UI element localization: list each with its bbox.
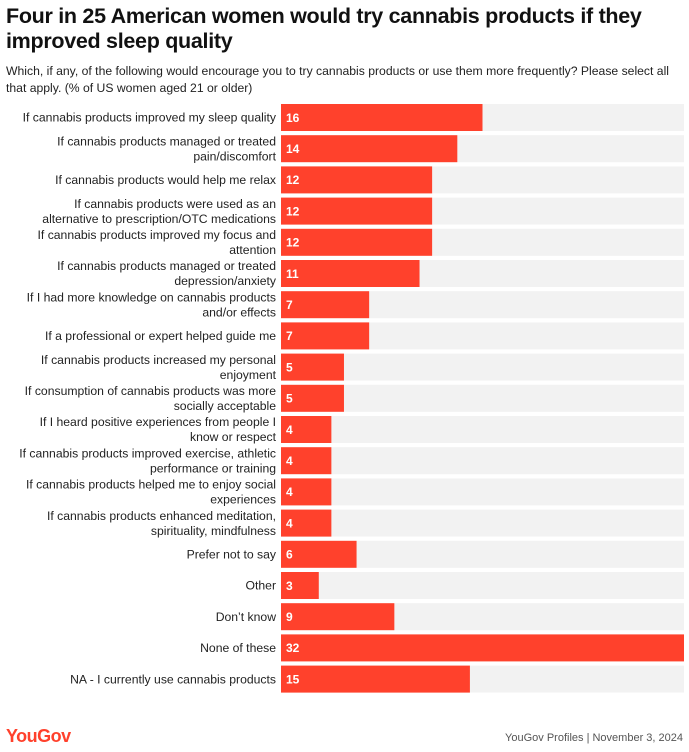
category-label: enjoyment (220, 368, 277, 382)
category-label: If I had more knowledge on cannabis prod… (27, 290, 276, 304)
value-label: 12 (286, 204, 300, 218)
category-label: performance or training (150, 461, 276, 475)
category-label: If cannabis products improved my sleep q… (23, 111, 277, 125)
value-label: 3 (286, 579, 293, 593)
category-label: Prefer not to say (187, 548, 277, 562)
category-label: If cannabis products improved my focus a… (38, 228, 276, 242)
value-label: 15 (286, 672, 300, 686)
category-label: NA - I currently use cannabis products (70, 672, 276, 686)
bar (281, 509, 332, 537)
category-label: If cannabis products enhanced meditation… (47, 509, 276, 523)
bar-track (281, 447, 684, 475)
bar (281, 634, 684, 662)
bar (281, 665, 470, 693)
value-label: 7 (286, 329, 293, 343)
value-label: 12 (286, 173, 300, 187)
category-label: attention (229, 243, 276, 257)
category-label: Other (246, 579, 276, 593)
value-label: 4 (286, 485, 293, 499)
source-footer: YouGov Profiles | November 3, 2024 (505, 732, 683, 744)
category-label: socially acceptable (174, 399, 277, 413)
value-label: 16 (286, 111, 300, 125)
bar (281, 572, 319, 599)
bar (281, 260, 420, 287)
bar-track (281, 572, 684, 599)
category-label: If cannabis products were used as an (74, 197, 276, 211)
chart-title: Four in 25 American women would try cann… (6, 4, 642, 53)
yougov-logo: YouGov (6, 726, 71, 746)
category-label: If cannabis products increased my person… (41, 353, 276, 367)
bar (281, 166, 433, 194)
bar (281, 197, 433, 225)
bar (281, 540, 357, 568)
category-label: If consumption of cannabis products was … (25, 384, 277, 398)
category-label: If cannabis products would help me relax (55, 173, 276, 187)
value-label: 14 (286, 142, 300, 156)
bar (281, 104, 483, 131)
value-label: 6 (286, 548, 293, 562)
bar-track (281, 353, 684, 381)
category-label: and/or effects (202, 305, 276, 319)
category-label: If I heard positive experiences from peo… (40, 415, 276, 429)
value-label: 12 (286, 236, 300, 250)
bar (281, 322, 370, 350)
bar (281, 603, 395, 631)
value-label: 4 (286, 454, 293, 468)
value-label: 9 (286, 610, 293, 624)
bar-track (281, 416, 684, 443)
category-label: Don’t know (216, 610, 276, 624)
category-label: depression/anxiety (174, 274, 277, 288)
value-label: 5 (286, 392, 293, 406)
value-label: 4 (286, 423, 293, 437)
category-label: spirituality, mindfulness (151, 524, 276, 538)
category-label: know or respect (190, 430, 277, 444)
category-label: If cannabis products managed or treated (57, 259, 276, 273)
category-label: If a professional or expert helped guide… (45, 329, 276, 343)
value-label: 11 (286, 267, 299, 281)
value-label: 7 (286, 298, 293, 312)
category-label: None of these (200, 641, 276, 655)
bar (281, 228, 433, 256)
bar (281, 135, 458, 163)
chart-subtitle: Which, if any, of the following would en… (6, 64, 669, 95)
bar-track (281, 478, 684, 506)
value-label: 32 (286, 641, 300, 655)
category-label: pain/discomfort (193, 149, 276, 163)
category-label: If cannabis products managed or treated (57, 134, 276, 148)
category-label: experiences (210, 493, 276, 507)
bar-track (281, 509, 684, 537)
bar (281, 353, 344, 381)
bar (281, 416, 332, 443)
value-label: 5 (286, 360, 293, 374)
category-label: alternative to prescription/OTC medicati… (42, 212, 276, 226)
bar (281, 478, 332, 506)
bar-track (281, 384, 684, 412)
bar (281, 384, 344, 412)
category-label: If cannabis products improved exercise, … (19, 446, 276, 460)
bar (281, 447, 332, 475)
bar (281, 291, 370, 319)
value-label: 4 (286, 516, 293, 530)
category-label: If cannabis products helped me to enjoy … (26, 478, 276, 492)
